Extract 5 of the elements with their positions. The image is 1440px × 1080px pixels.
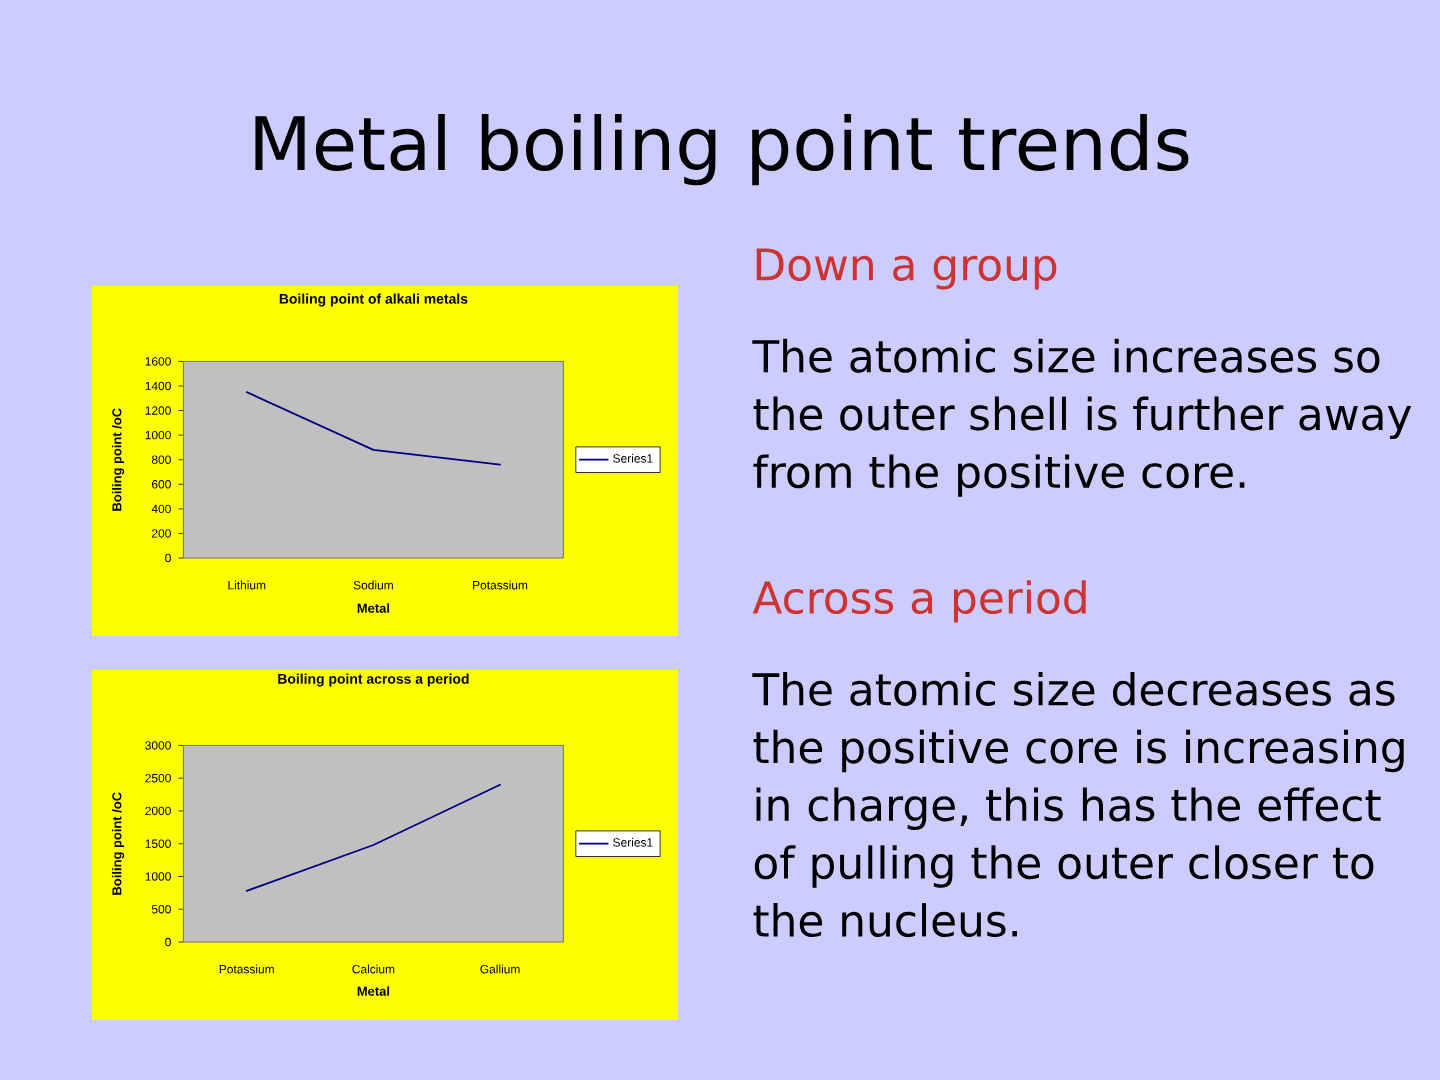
text: Metal boiling point trends	[255, 114, 1189, 186]
text: The atomic size decreases as the positive core is increasing in charge, this has the effect of pulling the outer closer to the nucleus.	[752, 671, 1404, 938]
text: Across a period	[752, 580, 1086, 623]
text: Down a group	[756, 248, 1057, 290]
text: The atomic size increases so the outer shell is further away from the positive core.	[752, 338, 1412, 497]
